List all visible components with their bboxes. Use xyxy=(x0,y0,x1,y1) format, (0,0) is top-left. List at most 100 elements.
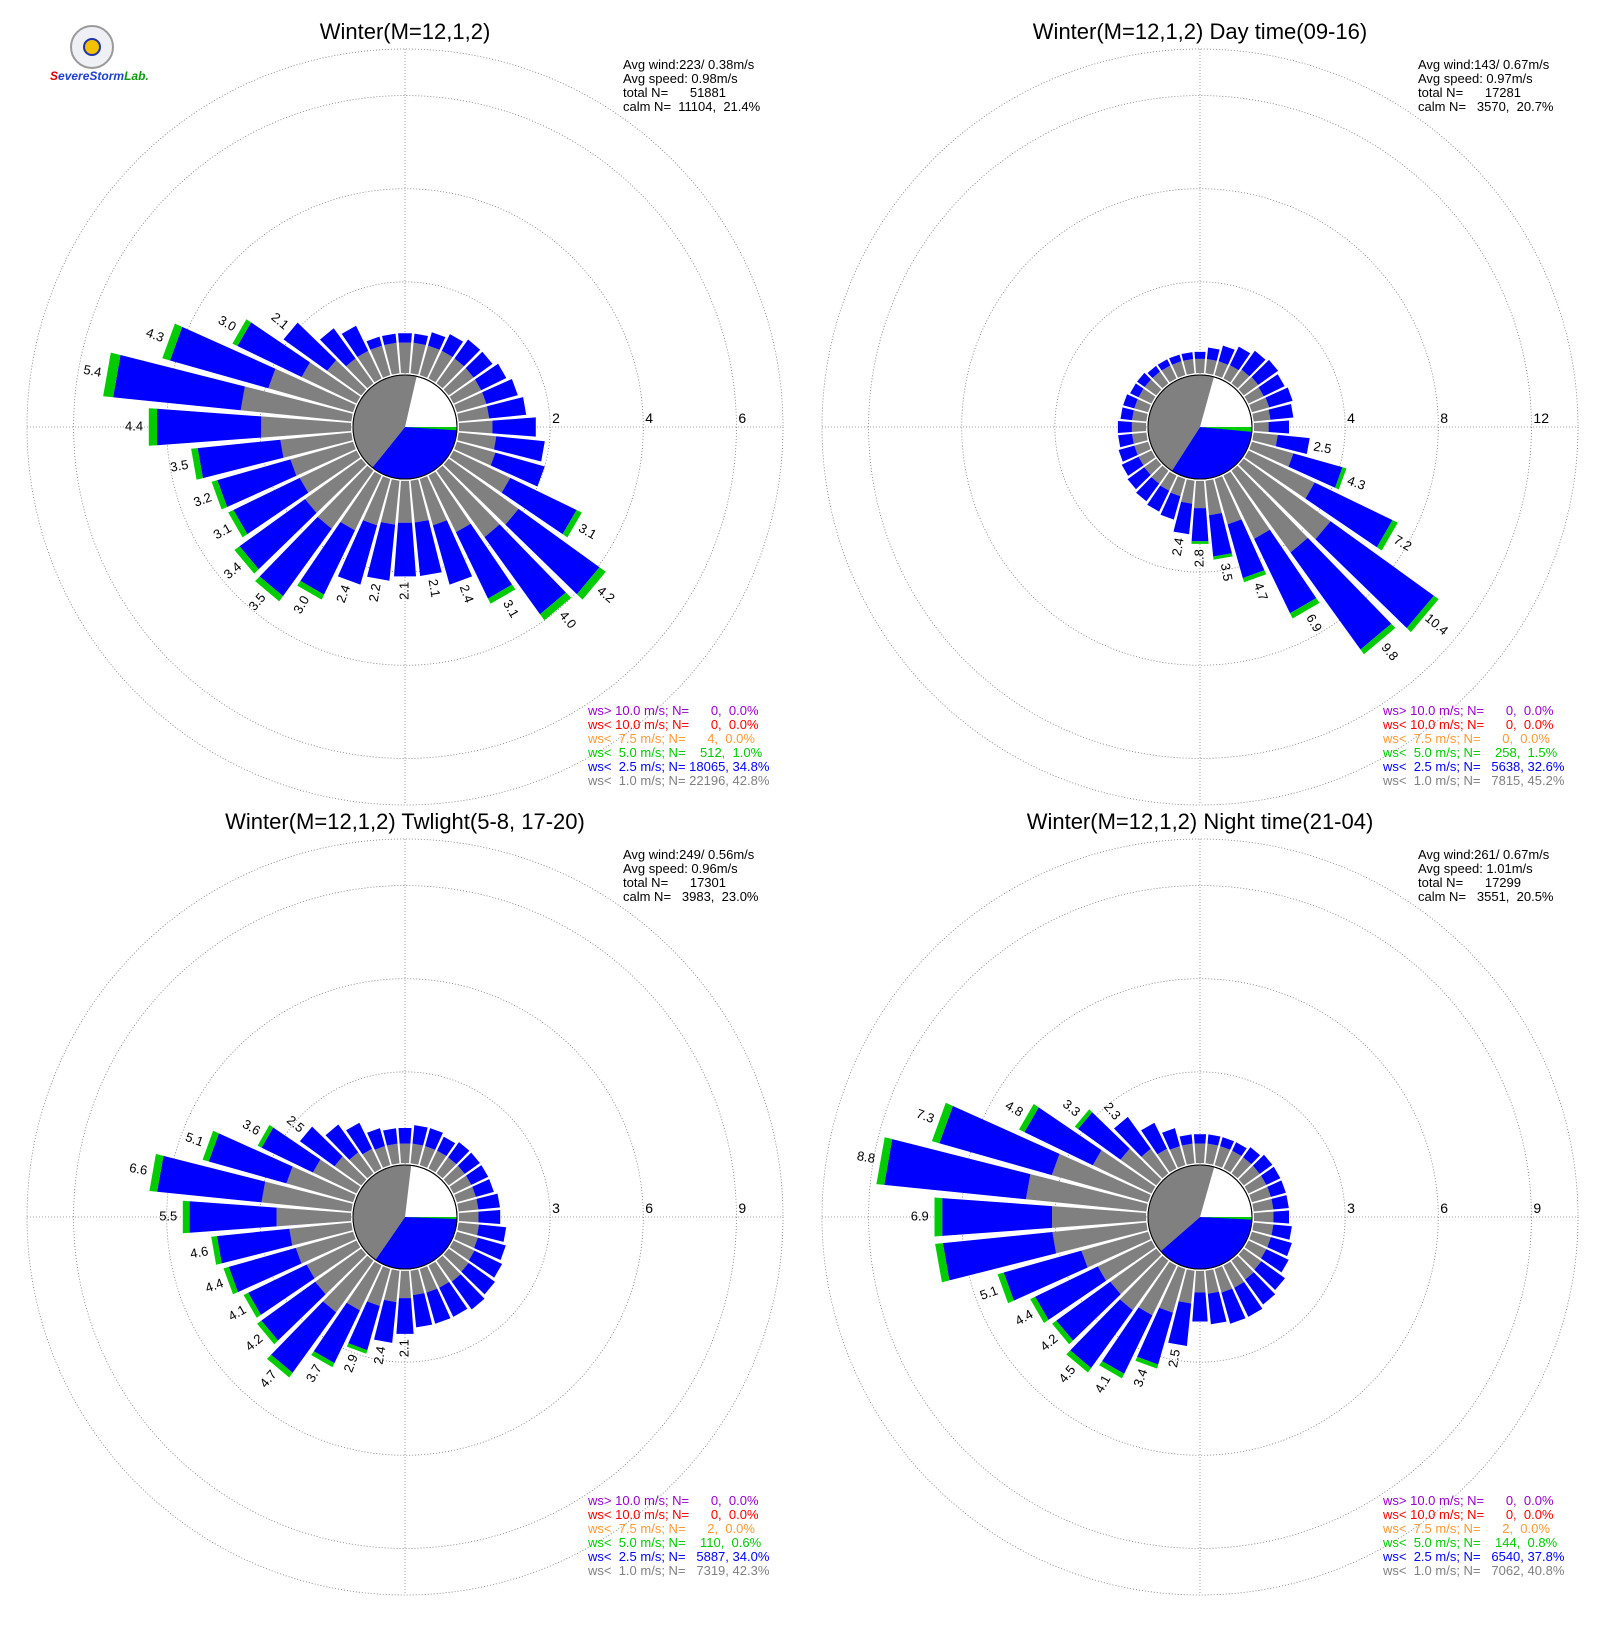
center-outline xyxy=(352,374,458,480)
bar-segment-lt-2-5 xyxy=(468,1250,503,1278)
legend-entry: ws< 10.0 m/s; N= 0, 0.0% xyxy=(587,717,759,732)
bar-segment-lt-2-5 xyxy=(1227,519,1265,579)
radial-grid-ring xyxy=(961,978,1439,1456)
bar-segment-lt-2-5 xyxy=(437,1136,456,1156)
legend-entry: ws< 1.0 m/s; N= 7815, 45.2% xyxy=(1382,773,1565,788)
outer-ring xyxy=(26,48,784,806)
bar-segment-lt-2-5 xyxy=(217,459,297,507)
bar-segment-lt-2-5 xyxy=(474,1237,506,1260)
bar-segment-lt-2-5 xyxy=(1265,387,1293,408)
legend-entry: ws< 7.5 m/s; N= 2, 0.0% xyxy=(587,1521,755,1536)
bar-segment-lt-2-5 xyxy=(197,439,284,479)
bar-segment-lt-2-5 xyxy=(1243,1147,1261,1165)
bar-segment-calm xyxy=(1051,1153,1151,1203)
bar-segment-calm xyxy=(1138,388,1156,404)
bar-segment-lt-2-5 xyxy=(367,1128,385,1150)
bar-segment-lt-2-5 xyxy=(1267,1237,1292,1257)
bar-segment-lt-5 xyxy=(488,584,516,604)
bar-segment-calm xyxy=(1249,1231,1271,1248)
bar-segment-lt-2-5 xyxy=(157,408,262,446)
bar-segment-calm xyxy=(340,471,382,531)
bar-segment-calm xyxy=(268,368,356,413)
bar-value-label: 3.7 xyxy=(303,1362,325,1385)
bar-segment-calm xyxy=(428,1150,447,1173)
bar-segment-lt-2-5 xyxy=(320,328,356,367)
bar-value-label: 6.9 xyxy=(911,1208,929,1223)
bar-segment-lt-2-5 xyxy=(1268,420,1289,434)
stats-line: total N= 17299 xyxy=(1418,875,1521,890)
bar-segment-lt-2-5 xyxy=(428,332,446,350)
bar-segment-lt-2-5 xyxy=(1267,1180,1286,1197)
bar-segment-calm xyxy=(1181,1143,1195,1165)
bar-segment-calm xyxy=(410,342,426,375)
bar-segment-calm xyxy=(1194,1143,1206,1164)
bar-segment-lt-2-5 xyxy=(478,1210,501,1224)
bar-segment-lt-2-5 xyxy=(494,436,545,462)
bar-segment-calm xyxy=(443,1165,465,1186)
stats-line: calm N= 3983, 23.0% xyxy=(623,889,759,904)
bar-segment-calm xyxy=(301,362,361,404)
panel-title: Winter(M=12,1,2) Day time(09-16) xyxy=(1033,19,1367,44)
bar-segment-lt-5 xyxy=(311,1351,335,1368)
bar-segment-lt-2-5 xyxy=(1024,1107,1102,1166)
bar-segment-calm xyxy=(449,450,511,493)
bar-segment-calm xyxy=(1160,471,1177,491)
radial-tick-label: 4 xyxy=(1347,410,1355,426)
bar-segment-lt-2-5 xyxy=(414,520,442,576)
bar-segment-lt-2-5 xyxy=(1102,1307,1153,1374)
bar-segment-lt-2-5 xyxy=(1221,1288,1246,1324)
wind-rose-panel-3: Winter(M=12,1,2) Twlight(5-8, 17-20) 3 6 9 2… xyxy=(26,809,784,1596)
bar-segment-lt-2-5 xyxy=(412,1293,433,1328)
bar-segment-lt-2-5 xyxy=(1179,1134,1193,1146)
bar-segment-calm xyxy=(346,358,374,389)
bar-segment-calm xyxy=(428,350,453,383)
bar-segment-lt-2-5 xyxy=(337,520,378,585)
legend-entry: ws< 2.5 m/s; N= 5887, 34.0% xyxy=(587,1549,770,1564)
bar-segment-lt-2-5 xyxy=(394,522,416,577)
radial-grid-ring xyxy=(73,95,737,759)
bar-segment-calm xyxy=(323,1255,374,1313)
legend-entry: ws< 10.0 m/s; N= 0, 0.0% xyxy=(1382,717,1554,732)
bar-value-label: 3.4 xyxy=(1130,1367,1150,1389)
bar-segment-lt-2-5 xyxy=(237,322,310,377)
bar-segment-lt-2-5 xyxy=(1123,394,1138,409)
bar-segment-calm xyxy=(436,1157,457,1179)
bar-segment-lt-2-5 xyxy=(482,379,518,404)
bar-value-label: 4.1 xyxy=(1091,1372,1113,1395)
center-outline xyxy=(352,1164,458,1270)
center-slice-lt-1 xyxy=(353,1165,412,1260)
bar-segment-lt-2-5 xyxy=(1206,347,1220,361)
bar-segment-lt-5 xyxy=(934,1197,943,1237)
bar-segment-lt-2-5 xyxy=(366,336,382,350)
bar-segment-lt-2-5 xyxy=(1078,1112,1130,1160)
bar-segment-calm xyxy=(436,1255,461,1282)
bar-segment-lt-2-5 xyxy=(367,522,396,581)
bar-segment-lt-2-5 xyxy=(1120,407,1134,421)
stats-line: calm N= 3551, 20.5% xyxy=(1418,889,1554,904)
bar-value-label: 2.2 xyxy=(366,582,384,602)
bar-value-label: 4.2 xyxy=(1037,1331,1060,1354)
bar-segment-lt-2-5 xyxy=(261,1281,326,1341)
bar-segment-calm xyxy=(1195,358,1205,374)
bar-segment-lt-2-5 xyxy=(313,1302,360,1364)
bar-segment-lt-2-5 xyxy=(1207,1291,1227,1325)
bar-segment-calm xyxy=(299,450,361,493)
bar-segment-lt-2-5 xyxy=(1160,492,1181,520)
bar-segment-calm xyxy=(1205,1269,1219,1294)
bar-segment-calm xyxy=(290,441,356,476)
bar-segment-lt-2-5 xyxy=(1121,456,1144,476)
bar-segment-calm xyxy=(1120,1148,1162,1186)
bar-value-label: 5.4 xyxy=(82,362,102,380)
stats-line: calm N= 11104, 21.4% xyxy=(623,99,761,114)
bar-value-label: 3.0 xyxy=(216,312,239,334)
bar-value-label: 2.4 xyxy=(371,1345,389,1365)
radial-grid-ring xyxy=(1054,1071,1346,1363)
bar-segment-lt-2-5 xyxy=(239,499,317,570)
bar-value-label: 3.0 xyxy=(290,593,312,616)
bar-segment-calm xyxy=(312,1159,361,1194)
bar-segment-lt-2-5 xyxy=(465,351,493,378)
bar-segment-lt-2-5 xyxy=(1193,1134,1207,1144)
stats-line: Avg speed: 0.96m/s xyxy=(623,861,738,876)
stats-line: calm N= 3570, 20.7% xyxy=(1418,99,1554,114)
bar-segment-lt-5 xyxy=(1019,1104,1039,1133)
